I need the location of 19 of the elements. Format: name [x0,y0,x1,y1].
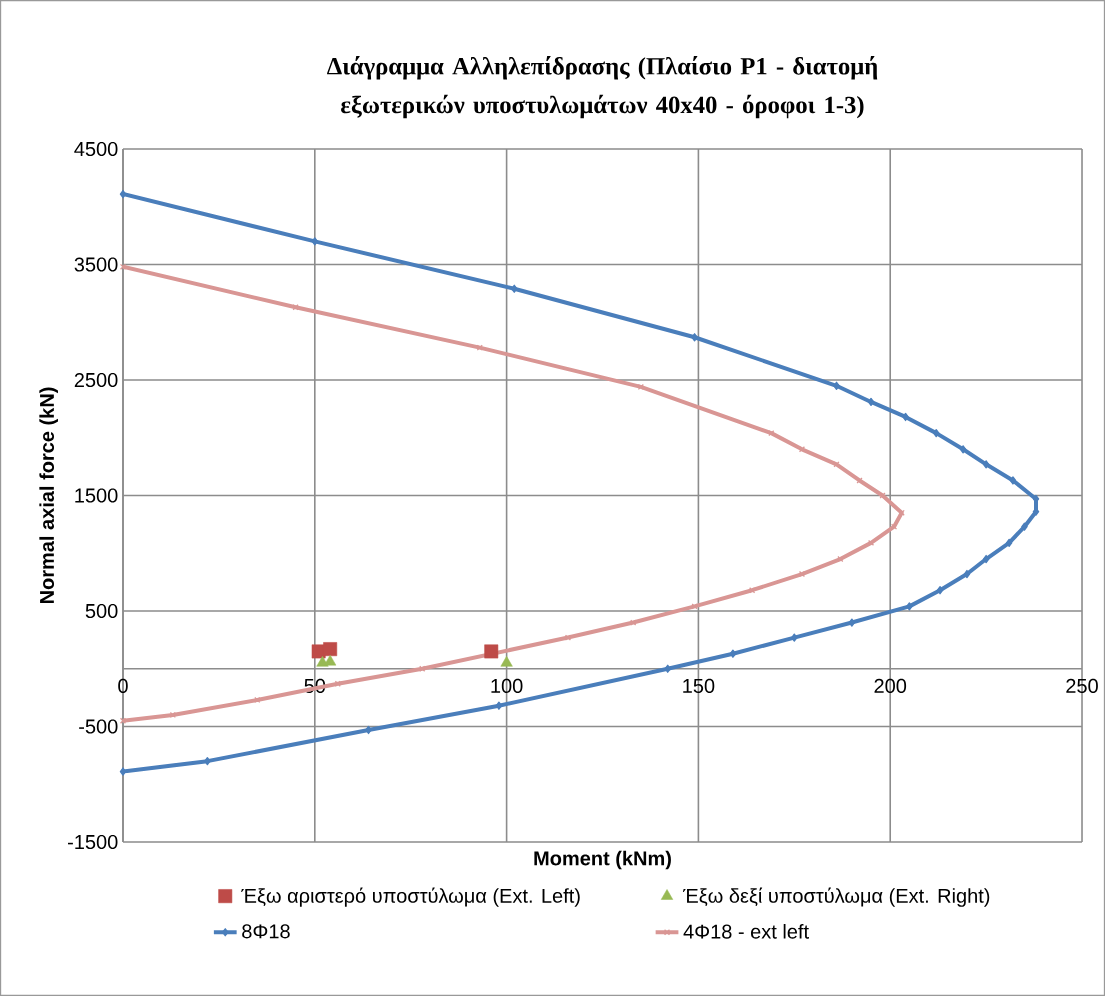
legend-label: Έξω δεξί υποστύλωμα (Ext. Right) [682,887,990,907]
y-tick-label: -500 [79,719,118,734]
y-axis-title: Normal axial force (kN) [39,387,58,604]
y-tick-label: 3500 [74,257,118,272]
legend-label: Έξω αριστερό υποστύλωμα (Ext. Left) [241,887,580,907]
x-tick-label: 100 [491,678,523,693]
x-tick-label: 150 [683,678,715,693]
x-tick-label: 0 [118,678,128,693]
legend-label: 4Φ18 - ext left [683,924,809,939]
x-tick-label: 250 [1066,678,1098,693]
x-axis-title: Moment (kNm) [534,850,671,870]
y-tick-label: 2500 [74,372,118,388]
chart-title: Διάγραμμα Αλληλεπίδρασης (Πλαίσιο P1 - διατομή εξωτερικών υποστυλωμάτων 40x40 - όροφοι 1-3) [327,56,878,119]
y-tick-label: 500 [85,603,118,619]
y-tick-label: 1500 [75,488,118,503]
legend-label: 8Φ18 [242,924,290,939]
x-tick-label: 200 [874,678,907,693]
y-tick-label: 4500 [74,141,118,157]
y-tick-label: -1500 [68,834,118,850]
